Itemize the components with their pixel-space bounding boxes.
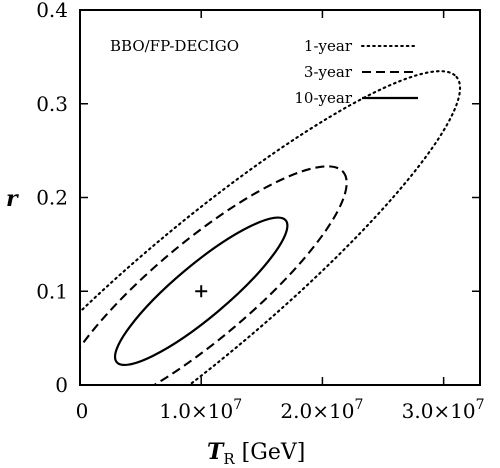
axis-ticks: 0 1.0×107 2.0×107 3.0×107 0 0.1 0.2 0.3 0.4: [36, 0, 484, 423]
x-axis-label-unit: [GeV]: [235, 440, 306, 465]
plot-frame: [80, 10, 480, 385]
x-tick-label: 2.0×107: [280, 397, 363, 423]
y-tick-label: 0.1: [36, 279, 68, 303]
x-tick-label: 0: [76, 399, 89, 423]
x-axis-label-main: T: [207, 439, 225, 465]
x-tick-label: 3.0×107: [402, 397, 485, 423]
fiducial-marker: [195, 285, 207, 297]
x-tick-label: 1.0×107: [159, 397, 242, 423]
legend-label-3-year: 3-year: [304, 63, 353, 81]
y-tick-label: 0.2: [36, 186, 68, 210]
x-axis-label-sub: R: [223, 450, 235, 468]
x-axis-label: TR [GeV]: [207, 439, 305, 468]
y-tick-label: 0: [55, 373, 68, 397]
y-axis-label: r: [6, 186, 19, 212]
legend: BBO/FP-DECIGO 1-year 3-year 10-year: [110, 37, 418, 107]
y-tick-label: 0.4: [36, 0, 68, 22]
legend-label-10-year: 10-year: [294, 89, 352, 107]
legend-title: BBO/FP-DECIGO: [110, 37, 239, 55]
legend-label-1-year: 1-year: [304, 37, 353, 55]
y-tick-label: 0.3: [36, 92, 68, 116]
